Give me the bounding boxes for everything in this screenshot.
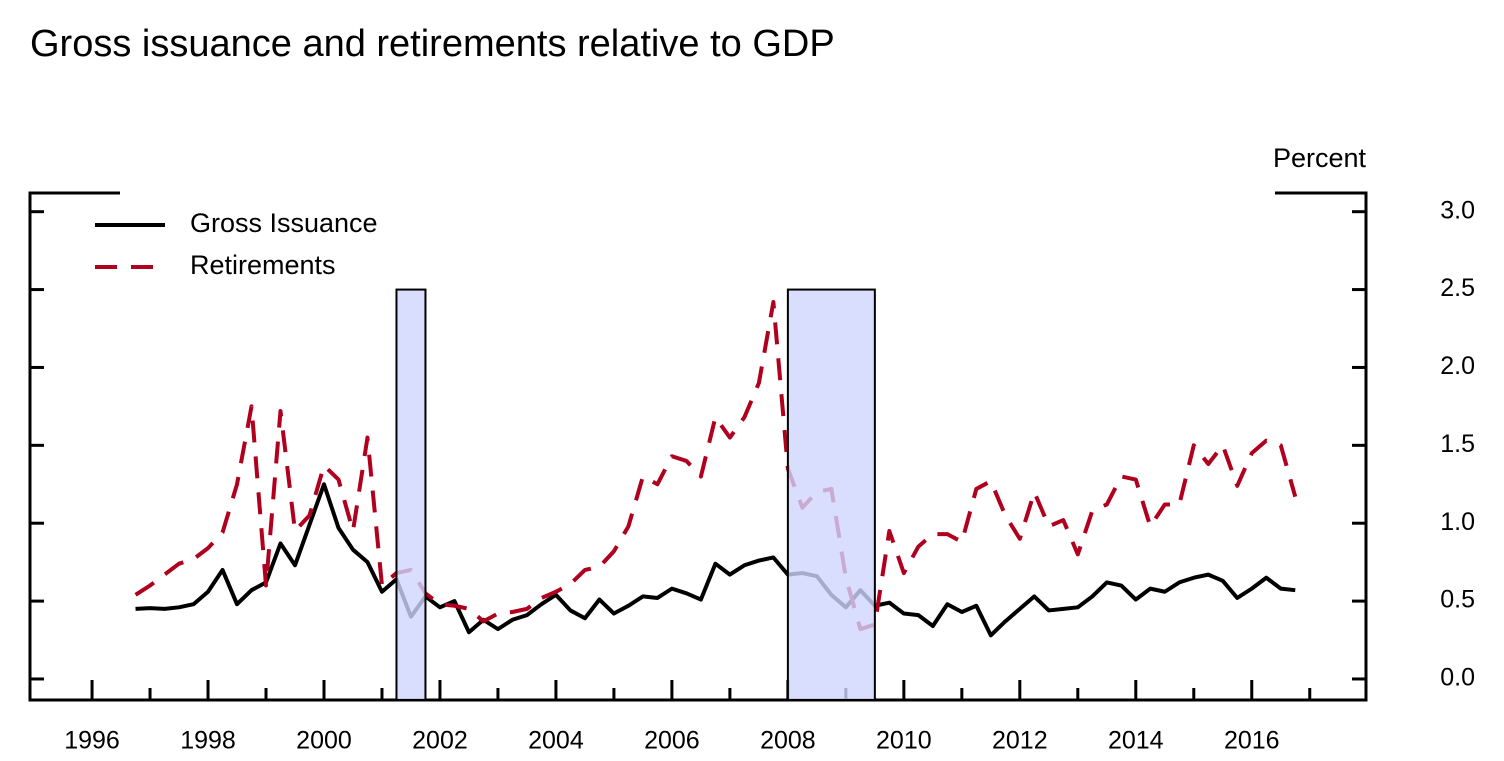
y-tick-label: 0.0: [1440, 664, 1475, 692]
shading-band: [395, 288, 427, 701]
shading-band: [786, 288, 876, 701]
y-tick-label: 1.5: [1440, 430, 1475, 458]
x-tick-label: 1996: [64, 727, 120, 755]
x-tick-label: 2012: [992, 727, 1048, 755]
x-tick-label: 2008: [760, 727, 816, 755]
x-tick-label: 2016: [1224, 727, 1280, 755]
y-tick-label: 2.5: [1440, 274, 1475, 302]
x-tick-label: 2002: [412, 727, 468, 755]
y-tick-label: 2.0: [1440, 352, 1475, 380]
y-axis-label: Percent: [1273, 143, 1367, 173]
x-tick-label: 2000: [296, 727, 352, 755]
x-tick-label: 2010: [876, 727, 932, 755]
x-tick-label: 2006: [644, 727, 700, 755]
y-tick-label: 3.0: [1440, 196, 1475, 224]
y-tick-label: 1.0: [1440, 508, 1475, 536]
legend: Gross Issuance Retirements: [95, 208, 378, 280]
legend-label: Retirements: [190, 250, 336, 280]
series-line: [135, 482, 1296, 638]
y-tick-label: 0.5: [1440, 586, 1475, 614]
legend-label: Gross Issuance: [190, 208, 378, 238]
series-line: [134, 300, 1298, 632]
x-tick-label: 2004: [528, 727, 584, 755]
chart-title: Gross issuance and retirements relative …: [30, 23, 835, 65]
x-tick-label: 2014: [1108, 727, 1164, 755]
x-tick-label: 1998: [180, 727, 236, 755]
